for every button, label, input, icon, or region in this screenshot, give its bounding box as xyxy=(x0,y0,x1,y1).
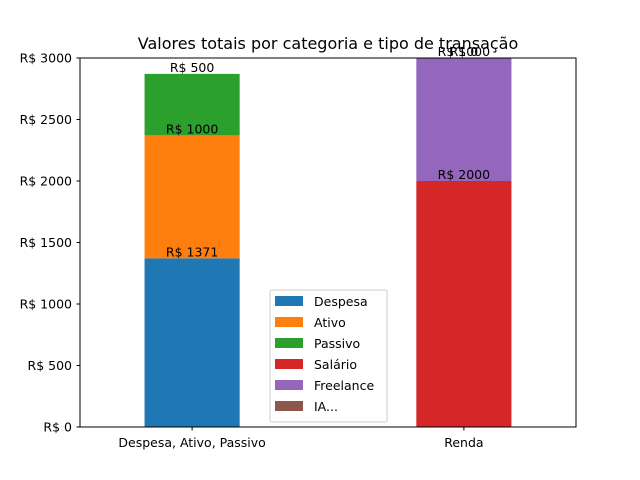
y-tick-label: R$ 2000 xyxy=(20,174,72,189)
bar-sal-rio-1 xyxy=(416,181,512,427)
legend-swatch xyxy=(275,401,303,411)
data-label: R$ 1000 xyxy=(438,44,490,59)
x-tick-label: Despesa, Ativo, Passivo xyxy=(118,435,265,450)
data-label: R$ 500 xyxy=(170,60,215,75)
data-label: R$ 0 xyxy=(450,44,479,59)
y-axis: R$ 0 R$ 500 R$ 1000 R$ 1500 R$ 2000 R$ 2500 R$… xyxy=(20,51,80,435)
bar-ativo-0 xyxy=(144,135,240,259)
legend-swatch xyxy=(275,338,303,348)
bar-passivo-0 xyxy=(144,73,240,136)
data-label: R$ 2000 xyxy=(438,167,490,182)
x-axis: Despesa, Ativo, Passivo Renda xyxy=(118,427,484,450)
x-tick-label: Renda xyxy=(444,435,483,450)
y-tick-label: R$ 500 xyxy=(28,358,73,373)
legend-label: Despesa xyxy=(314,294,368,309)
data-label: R$ 1000 xyxy=(166,121,218,136)
plot-frame xyxy=(79,57,577,428)
legend-label: Ativo xyxy=(314,315,346,330)
y-tick-label: R$ 2500 xyxy=(20,112,72,127)
chart-title: Valores totais por categoria e tipo de t… xyxy=(138,34,519,53)
y-tick-label: R$ 0 xyxy=(43,420,72,435)
bars-group xyxy=(144,58,512,427)
data-label: R$ 1371 xyxy=(166,244,218,259)
bar-freelance-1 xyxy=(416,58,512,181)
legend-swatch xyxy=(275,317,303,327)
y-tick-label: R$ 3000 xyxy=(20,51,72,66)
legend-swatch xyxy=(275,359,303,369)
legend-swatch xyxy=(275,296,303,306)
legend-swatch xyxy=(275,380,303,390)
legend-label: Freelance xyxy=(314,378,374,393)
legend-label: Salário xyxy=(314,357,357,372)
y-tick-label: R$ 1500 xyxy=(20,235,72,250)
y-tick-label: R$ 1000 xyxy=(20,297,72,312)
legend-label: Passivo xyxy=(314,336,360,351)
bar-despesa-0 xyxy=(144,258,240,427)
legend-label: IA... xyxy=(314,399,338,414)
legend: Despesa Ativo Passivo Salário Freelance IA... xyxy=(269,289,388,423)
